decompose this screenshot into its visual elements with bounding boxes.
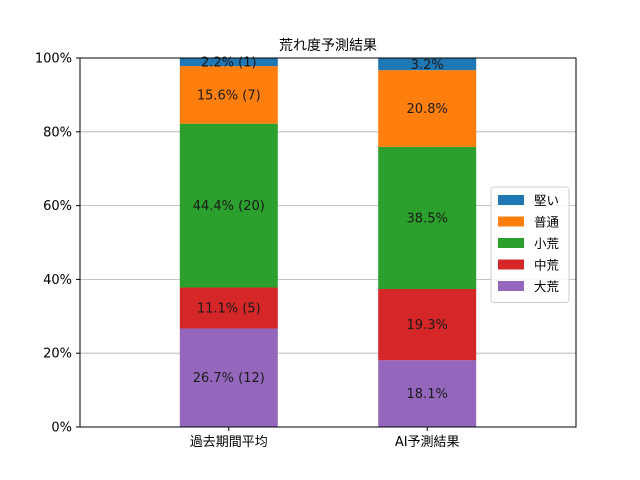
bar-segment [179, 58, 278, 67]
legend-label: 小荒 [534, 236, 559, 251]
y-tick-label: 60% [43, 199, 72, 214]
bar-segment [378, 146, 477, 289]
x-axis-ticks: 過去期間平均 AI予測結果 [190, 427, 460, 450]
y-tick-label: 0% [51, 421, 72, 436]
y-axis-ticks: 0% 20% 40% 60% 80% 100% [35, 52, 80, 436]
bar-segment [378, 70, 477, 147]
segment-data-label: 11.1% (5) [197, 301, 261, 316]
segment-data-label: 20.8% [407, 102, 448, 117]
bar-segment [378, 58, 477, 71]
x-tick-label: AI予測結果 [395, 435, 460, 450]
legend-label: 堅い [534, 193, 559, 208]
legend-label: 中荒 [534, 258, 559, 273]
legend-swatch [498, 195, 524, 205]
segment-labels: 26.7% (12) 11.1% (5) 44.4% (20) 15.6% (7) 2.… [193, 56, 448, 403]
y-tick-label: 40% [43, 273, 72, 288]
x-tick-label: 過去期間平均 [190, 435, 268, 450]
segment-data-label: 44.4% (20) [193, 199, 265, 214]
bar-segment [378, 360, 477, 427]
legend-swatch [498, 216, 524, 227]
segment-data-label: 26.7% (12) [193, 371, 265, 386]
segment-data-label: 15.6% (7) [197, 88, 261, 103]
bar-segment [378, 288, 477, 361]
bars [179, 58, 477, 427]
legend-swatch [498, 259, 524, 270]
y-tick-label: 80% [43, 125, 72, 140]
legend-label: 大荒 [534, 279, 559, 294]
segment-data-label: 2.2% (1) [201, 56, 257, 71]
segment-data-label: 18.1% [407, 387, 448, 402]
segment-data-label: 19.3% [407, 318, 448, 333]
legend-swatch [498, 281, 524, 291]
bar-segment [179, 328, 278, 427]
bar-segment [179, 287, 278, 329]
legend-box [490, 186, 570, 303]
chart-title: 荒れ度予測結果 [279, 38, 377, 54]
y-tick-label: 100% [35, 52, 72, 67]
bar-segment [179, 123, 278, 288]
legend-label: 普通 [534, 215, 560, 230]
segment-data-label: 3.2% [411, 58, 444, 73]
plot-frame [79, 57, 577, 428]
legend-swatch [498, 238, 524, 248]
bar-segment [179, 66, 278, 124]
segment-data-label: 38.5% [407, 211, 448, 226]
y-tick-label: 20% [43, 347, 72, 362]
